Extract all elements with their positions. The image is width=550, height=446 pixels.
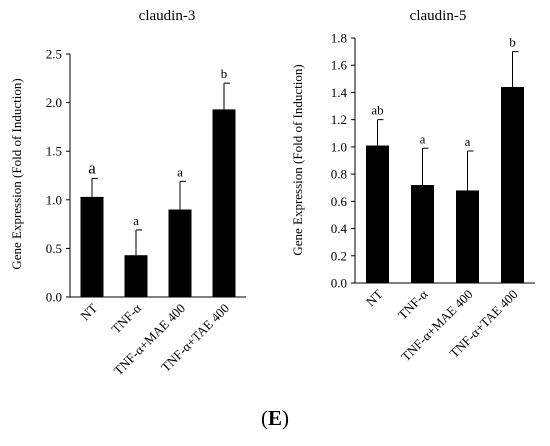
bar — [124, 255, 148, 297]
significance-label: a — [177, 164, 183, 179]
chart-claudin-3: claudin-3 Gene Expression (Fold of Induc… — [9, 8, 246, 378]
significance-label: b — [221, 66, 228, 81]
bar — [168, 209, 192, 297]
panel-label: (E) — [0, 406, 550, 431]
significance-label: b — [509, 35, 516, 50]
significance-label: a — [88, 158, 96, 177]
y-tick-label: 0.8 — [331, 167, 347, 182]
significance-label: a — [465, 134, 471, 149]
y-tick-label: 2.0 — [46, 95, 62, 110]
y-tick-label: 1.6 — [331, 58, 348, 73]
significance-label: a — [133, 213, 139, 228]
chart-title: claudin-5 — [410, 8, 467, 24]
y-axis-label: Gene Expression (Fold of Induction) — [9, 78, 24, 269]
chart-claudin-5: claudin-5 Gene Expression (Fold of Induc… — [290, 8, 535, 364]
y-tick-label: 1.0 — [331, 139, 347, 154]
y-tick-label: 0.6 — [331, 194, 348, 209]
panel-label-open: ( — [260, 406, 268, 430]
y-tick-label: 2.5 — [46, 47, 62, 62]
significance-label: a — [420, 131, 426, 146]
significance-labels: aba ab — [371, 35, 515, 149]
significance-label: ab — [371, 103, 383, 118]
bar — [411, 185, 434, 283]
y-tick-label: 1.4 — [331, 85, 348, 100]
error-bars — [91, 82, 230, 256]
x-tick-label: TNF-α — [395, 286, 431, 322]
bars — [80, 109, 236, 298]
panel-label-close: ) — [282, 406, 289, 430]
y-tick-label: 1.8 — [331, 31, 347, 46]
y-tick-label: 1.0 — [46, 192, 62, 207]
x-tick-label: TNF-α — [108, 300, 144, 336]
y-axis-label: Gene Expression (Fold of Induction) — [290, 64, 305, 255]
chart-title: claudin-3 — [139, 8, 196, 24]
y-tick-label: 1.2 — [331, 112, 347, 127]
y-ticks: 0.0 0.5 1.0 1.5 2.0 2.5 — [46, 47, 70, 305]
y-ticks: 0.0 0.2 0.4 0.6 0.8 1.0 1.2 1.4 1.6 1.8 — [331, 31, 355, 291]
y-tick-label: 0.0 — [46, 290, 62, 305]
y-tick-label: 0.4 — [331, 221, 348, 236]
y-tick-label: 0.5 — [46, 241, 62, 256]
significance-labels: a a a b — [88, 66, 227, 228]
y-tick-label: 0.2 — [331, 248, 347, 263]
bars — [366, 87, 524, 283]
bar — [501, 87, 524, 283]
error-bars — [377, 51, 519, 191]
bar — [212, 109, 236, 298]
bar — [456, 190, 479, 283]
bar — [366, 145, 389, 283]
y-tick-label: 0.0 — [331, 276, 347, 291]
bar — [80, 196, 104, 297]
x-tick-label: NT — [77, 300, 100, 323]
x-tick-label: NT — [363, 286, 386, 309]
panel-label-letter: E — [267, 406, 282, 430]
y-tick-label: 1.5 — [46, 144, 62, 159]
